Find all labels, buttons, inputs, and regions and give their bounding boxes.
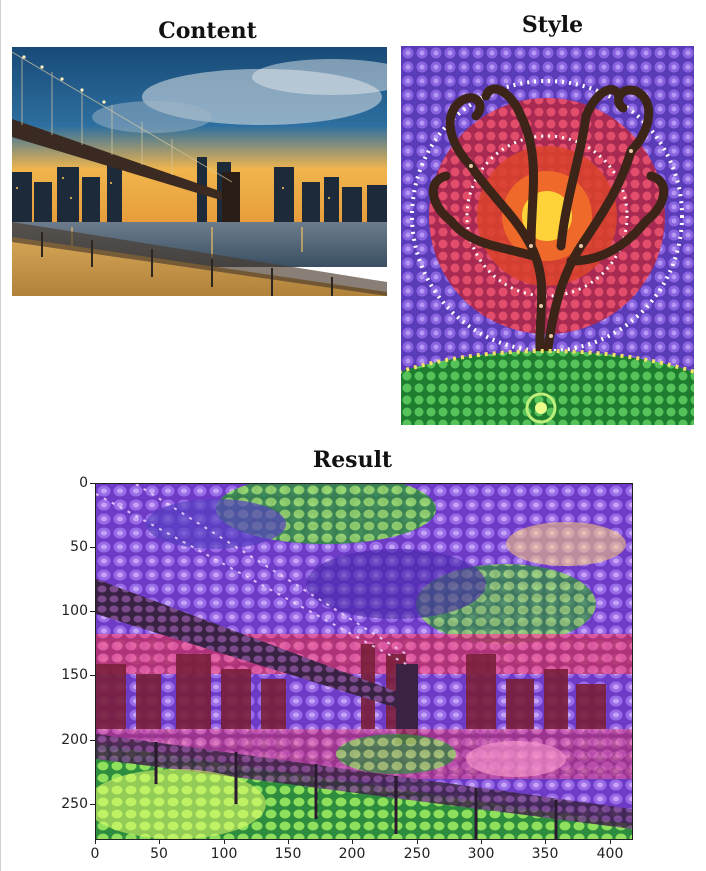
x-tick-label: 250	[403, 846, 431, 862]
x-tick-label: 400	[596, 846, 624, 862]
content-title: Content	[158, 18, 257, 44]
x-tick-mark	[288, 839, 289, 844]
x-tick-mark	[481, 839, 482, 844]
x-tick-label: 350	[531, 846, 559, 862]
y-tick-mark	[90, 483, 95, 484]
x-tick-mark	[352, 839, 353, 844]
y-tick-label: 100	[61, 603, 88, 619]
x-tick-label: 100	[210, 846, 238, 862]
y-tick-mark	[90, 740, 95, 741]
y-tick-mark	[90, 804, 95, 805]
x-tick-label: 0	[90, 846, 100, 862]
y-tick-label: 200	[61, 732, 88, 748]
x-tick-mark	[545, 839, 546, 844]
y-tick-label: 0	[79, 475, 88, 491]
content-photo-svg	[12, 47, 387, 296]
y-tick-label: 250	[61, 796, 88, 812]
x-tick-mark	[224, 839, 225, 844]
x-tick-label: 300	[467, 846, 495, 862]
style-image	[401, 46, 694, 425]
x-tick-mark	[95, 839, 96, 844]
x-tick-mark	[159, 839, 160, 844]
y-tick-label: 150	[61, 667, 88, 683]
y-tick-label: 50	[70, 539, 88, 555]
x-tick-mark	[610, 839, 611, 844]
y-tick-mark	[90, 611, 95, 612]
x-tick-label: 50	[150, 846, 168, 862]
x-tick-label: 200	[338, 846, 366, 862]
result-image	[95, 483, 633, 840]
content-image	[12, 47, 387, 296]
style-painting-svg	[401, 46, 694, 425]
y-tick-mark	[90, 675, 95, 676]
result-stylized-svg	[96, 484, 632, 839]
style-title: Style	[521, 12, 584, 38]
x-tick-mark	[417, 839, 418, 844]
y-tick-mark	[90, 547, 95, 548]
result-title: Result	[312, 447, 393, 473]
x-tick-label: 150	[274, 846, 302, 862]
left-border	[0, 0, 1, 871]
